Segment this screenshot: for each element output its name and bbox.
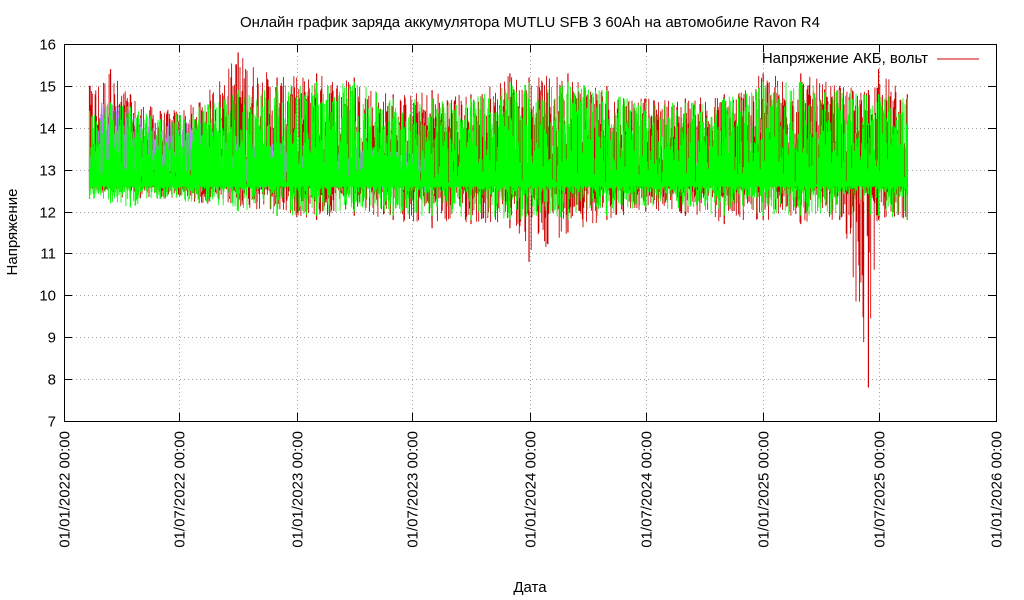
chart-title: Онлайн график заряда аккумулятора MUTLU …: [240, 14, 820, 31]
y-tick-label: 8: [48, 372, 56, 389]
y-tick-label: 9: [48, 330, 56, 347]
y-tick-label: 12: [39, 205, 56, 222]
x-tick-label: 01/01/2025 00:00: [756, 431, 773, 548]
y-tick-label: 10: [39, 288, 56, 305]
x-tick-label: 01/07/2023 00:00: [405, 431, 422, 548]
y-tick-label: 16: [39, 37, 56, 54]
y-axis-tick-labels: 7 8 9 10 11 12 13 14 15 16: [39, 37, 56, 431]
x-axis-label: Дата: [513, 579, 547, 596]
x-tick-label: 01/01/2026 00:00: [989, 431, 1006, 548]
x-tick-label: 01/01/2024 00:00: [523, 431, 540, 548]
y-tick-label: 14: [39, 121, 56, 138]
y-tick-label: 13: [39, 163, 56, 180]
legend-entry-voltage: Напряжение АКБ, вольт: [762, 50, 928, 67]
y-tick-label: 15: [39, 79, 56, 96]
x-axis-tick-labels: 01/01/2022 00:00 01/07/2022 00:00 01/01/20…: [57, 431, 1006, 548]
series-0-trace: [89, 58, 908, 343]
y-axis-label: Напряжение: [4, 189, 21, 276]
x-tick-label: 01/01/2022 00:00: [57, 431, 74, 548]
plot-area: [88, 52, 908, 388]
y-tick-label: 7: [48, 414, 56, 431]
series-2: [88, 81, 908, 220]
axis-ticks: [64, 44, 997, 422]
x-tick-label: 01/01/2023 00:00: [290, 431, 307, 548]
y-tick-label: 11: [40, 246, 56, 263]
x-tick-label: 01/07/2022 00:00: [172, 431, 189, 548]
x-tick-label: 01/07/2025 00:00: [872, 431, 889, 548]
legend: Напряжение АКБ, вольт: [762, 50, 979, 67]
x-tick-label: 01/07/2024 00:00: [639, 431, 656, 548]
